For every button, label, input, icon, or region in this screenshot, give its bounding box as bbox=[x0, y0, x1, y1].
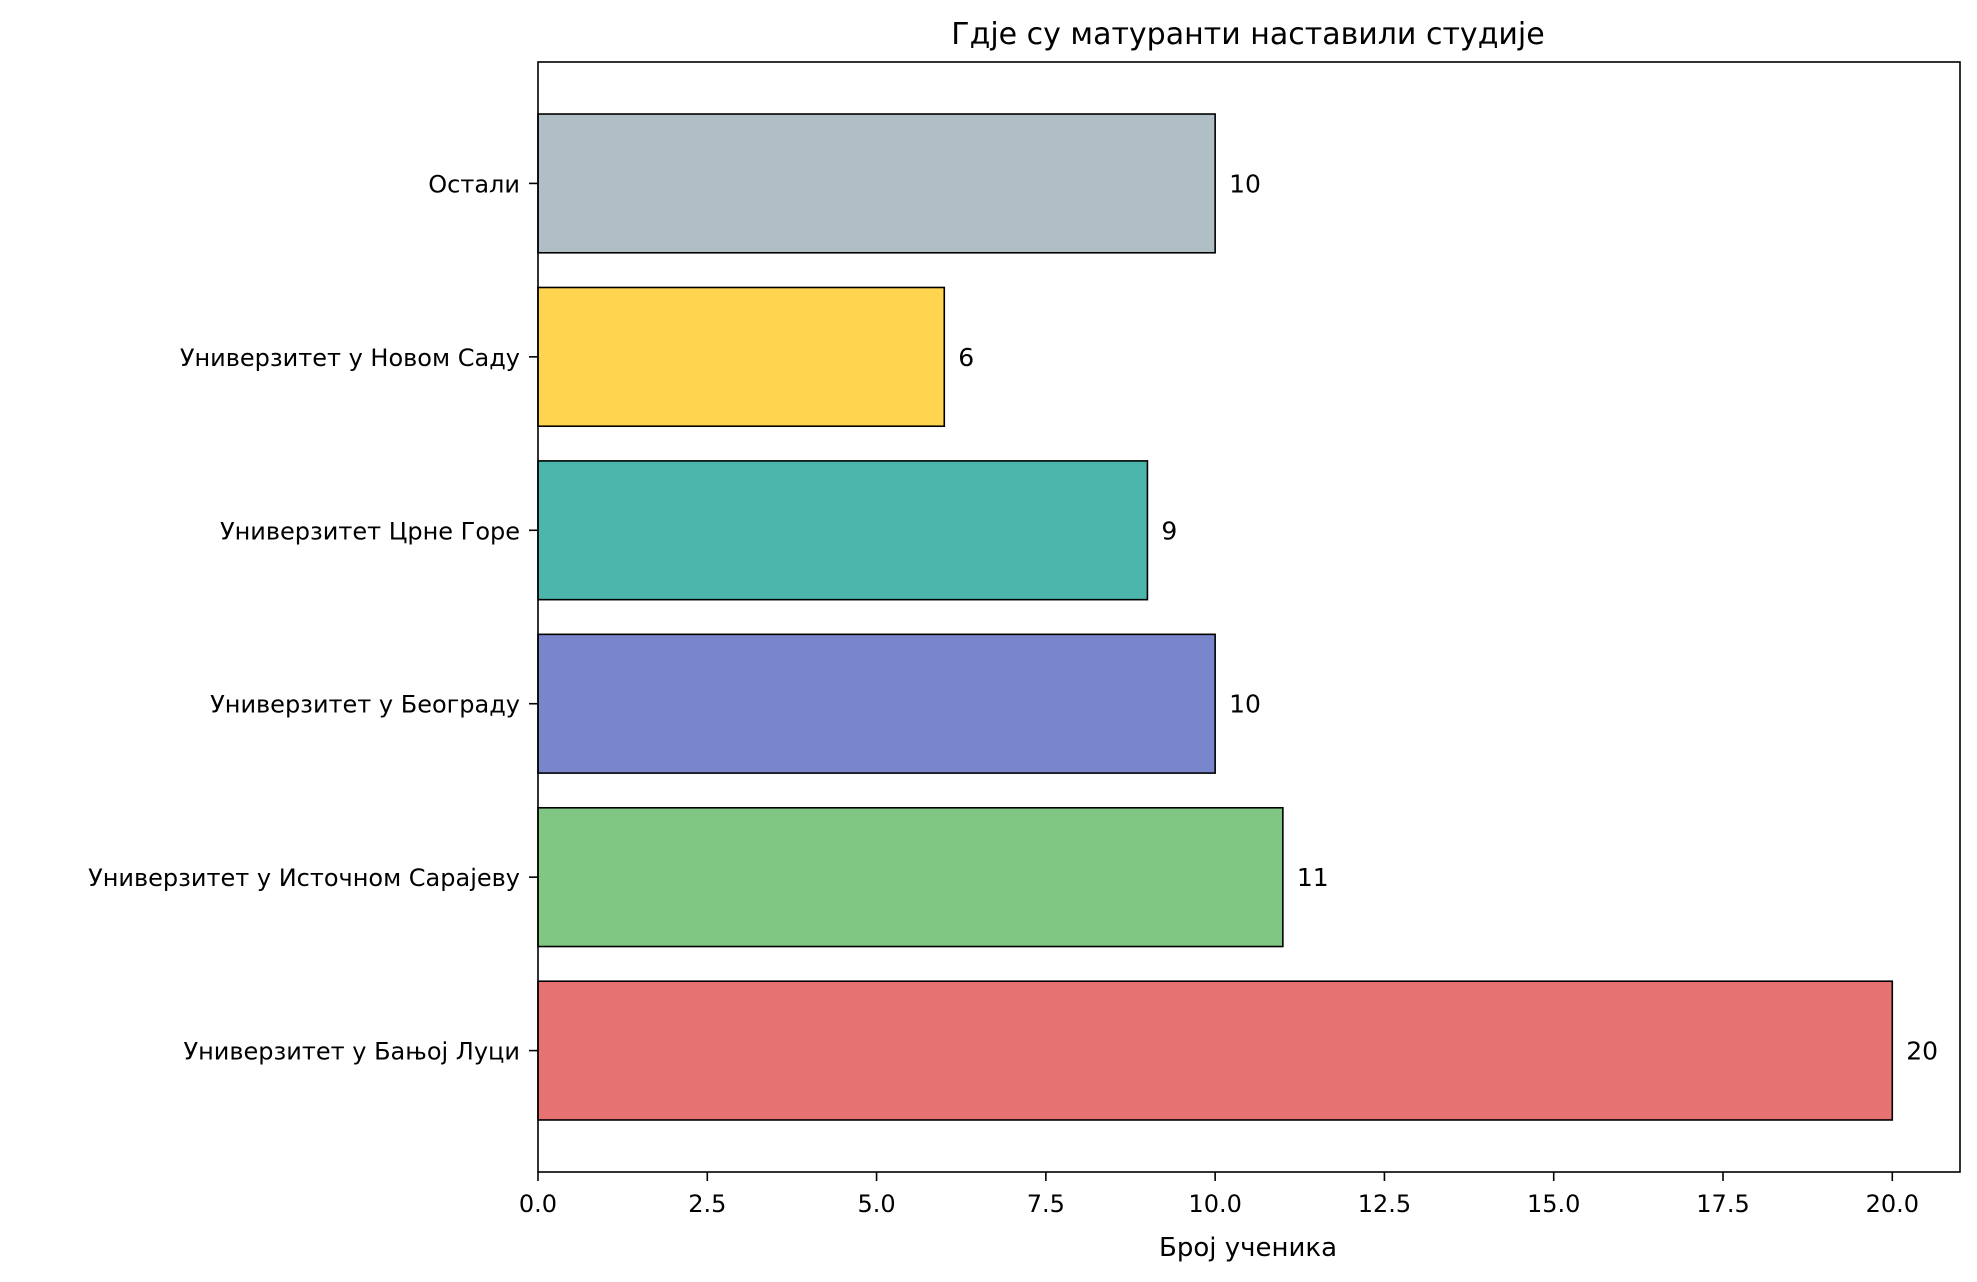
x-tick-label: 20.0 bbox=[1866, 1190, 1919, 1218]
bars-layer: 20 11 10 9 6 10 bbox=[537, 113, 1938, 1121]
bar-value-label: 20 bbox=[1906, 1037, 1938, 1066]
plot-frame bbox=[537, 61, 1961, 1173]
y-tick-label: Универзитет у Бањој Луци bbox=[183, 1038, 520, 1066]
x-axis-label: Број ученика bbox=[1159, 1233, 1337, 1263]
bar-1 bbox=[537, 806, 1284, 948]
x-tick-label: 7.5 bbox=[1027, 1190, 1065, 1218]
bar-2 bbox=[537, 633, 1216, 774]
y-tick-label: Универзитет у Београду bbox=[210, 691, 520, 719]
bar-5 bbox=[537, 113, 1216, 254]
x-tick-label: 5.0 bbox=[857, 1190, 895, 1218]
x-tick-label: 10.0 bbox=[1188, 1190, 1241, 1218]
x-tick-label: 15.0 bbox=[1527, 1190, 1580, 1218]
y-tick-label: Универзитет у Источном Сарајеву bbox=[88, 864, 520, 892]
bar-value-label: 11 bbox=[1297, 863, 1329, 892]
bar-value-label: 10 bbox=[1229, 690, 1261, 719]
y-tick-label: Универзитет Црне Горе bbox=[220, 517, 520, 545]
y-tick-label: Универзитет у Новом Саду bbox=[180, 344, 520, 372]
bar-0 bbox=[537, 980, 1894, 1121]
bar-value-label: 10 bbox=[1229, 169, 1261, 198]
bar-value-label: 6 bbox=[958, 343, 974, 372]
bar-value-label: 9 bbox=[1161, 516, 1177, 545]
x-tick-label: 2.5 bbox=[688, 1190, 726, 1218]
ticks-layer: Универзитет у Бањој Луци Универзитет у Ис… bbox=[88, 170, 1919, 1218]
chart-title: Гдје су матуранти наставили студије bbox=[951, 17, 1544, 52]
y-tick-label: Остали bbox=[428, 170, 520, 198]
bar-4 bbox=[537, 286, 946, 428]
bar-3 bbox=[537, 460, 1149, 601]
x-tick-label: 0.0 bbox=[519, 1190, 557, 1218]
x-tick-label: 17.5 bbox=[1696, 1190, 1749, 1218]
x-tick-label: 12.5 bbox=[1358, 1190, 1411, 1218]
